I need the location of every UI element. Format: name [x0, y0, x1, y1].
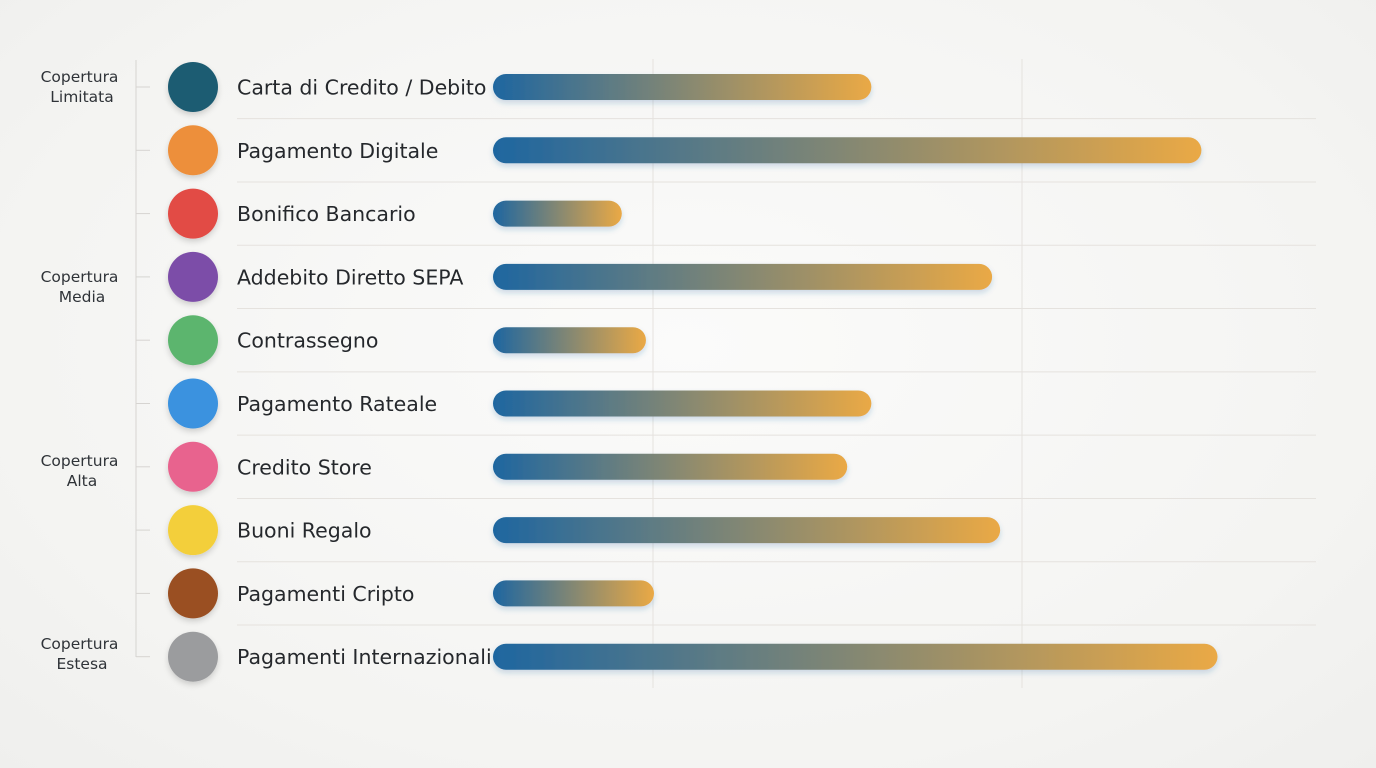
- bar: [493, 390, 872, 417]
- category-row: Carta di Credito / Debito: [168, 62, 872, 112]
- category-marker-dot: [168, 188, 218, 239]
- category-row: Pagamento Digitale: [168, 125, 1202, 176]
- category-label: Credito Store: [237, 455, 372, 479]
- bar: [493, 74, 872, 100]
- tier-labels: Copertura Limitata Copertura Media Coper…: [41, 68, 124, 673]
- bar: [493, 327, 646, 354]
- category-marker-dot: [168, 631, 218, 682]
- category-marker-dot: [168, 505, 218, 556]
- category-label: Addebito Diretto SEPA: [237, 265, 463, 289]
- category-row: Pagamenti Internazionali: [168, 631, 1218, 682]
- bar: [493, 517, 1001, 544]
- tier-axis: [135, 60, 150, 658]
- category-label: Pagamenti Cripto: [237, 582, 414, 606]
- category-row: Contrassegno: [168, 315, 646, 366]
- bar: [493, 137, 1202, 164]
- bar: [493, 200, 622, 227]
- category-label: Pagamenti Internazionali: [237, 645, 492, 669]
- category-row: Pagamenti Cripto: [168, 568, 654, 619]
- category-row: Pagamento Rateale: [168, 378, 872, 429]
- category-row: Buoni Regalo: [168, 505, 1001, 556]
- category-label: Bonifico Bancario: [237, 202, 416, 226]
- category-label: Carta di Credito / Debito: [237, 76, 486, 100]
- bar: [493, 263, 993, 290]
- category-marker-dot: [168, 568, 218, 619]
- chart-rows: Carta di Credito / Debito Pagamento Digit…: [168, 62, 1218, 682]
- tier-label-alta: Copertura Alta: [41, 452, 124, 490]
- tier-label-estesa: Copertura Estesa: [41, 635, 124, 673]
- tier-label-limitata: Copertura Limitata: [41, 68, 124, 106]
- category-row: Addebito Diretto SEPA: [168, 251, 993, 302]
- tier-label-media: Copertura Media: [41, 268, 124, 306]
- bar: [493, 643, 1218, 670]
- category-marker-dot: [168, 378, 218, 429]
- category-marker-dot: [168, 441, 218, 492]
- category-label: Buoni Regalo: [237, 519, 372, 543]
- category-marker-dot: [168, 251, 218, 302]
- category-row: Credito Store: [168, 441, 848, 492]
- bar: [493, 580, 654, 607]
- category-label: Pagamento Digitale: [237, 139, 438, 163]
- category-marker-dot: [168, 315, 218, 366]
- category-marker-dot: [168, 125, 218, 176]
- category-marker-dot: [168, 62, 218, 112]
- category-row: Bonifico Bancario: [168, 188, 622, 239]
- bar: [493, 453, 848, 480]
- grid-lines: [237, 59, 1316, 688]
- category-label: Pagamento Rateale: [237, 392, 437, 416]
- category-label: Contrassegno: [237, 329, 378, 353]
